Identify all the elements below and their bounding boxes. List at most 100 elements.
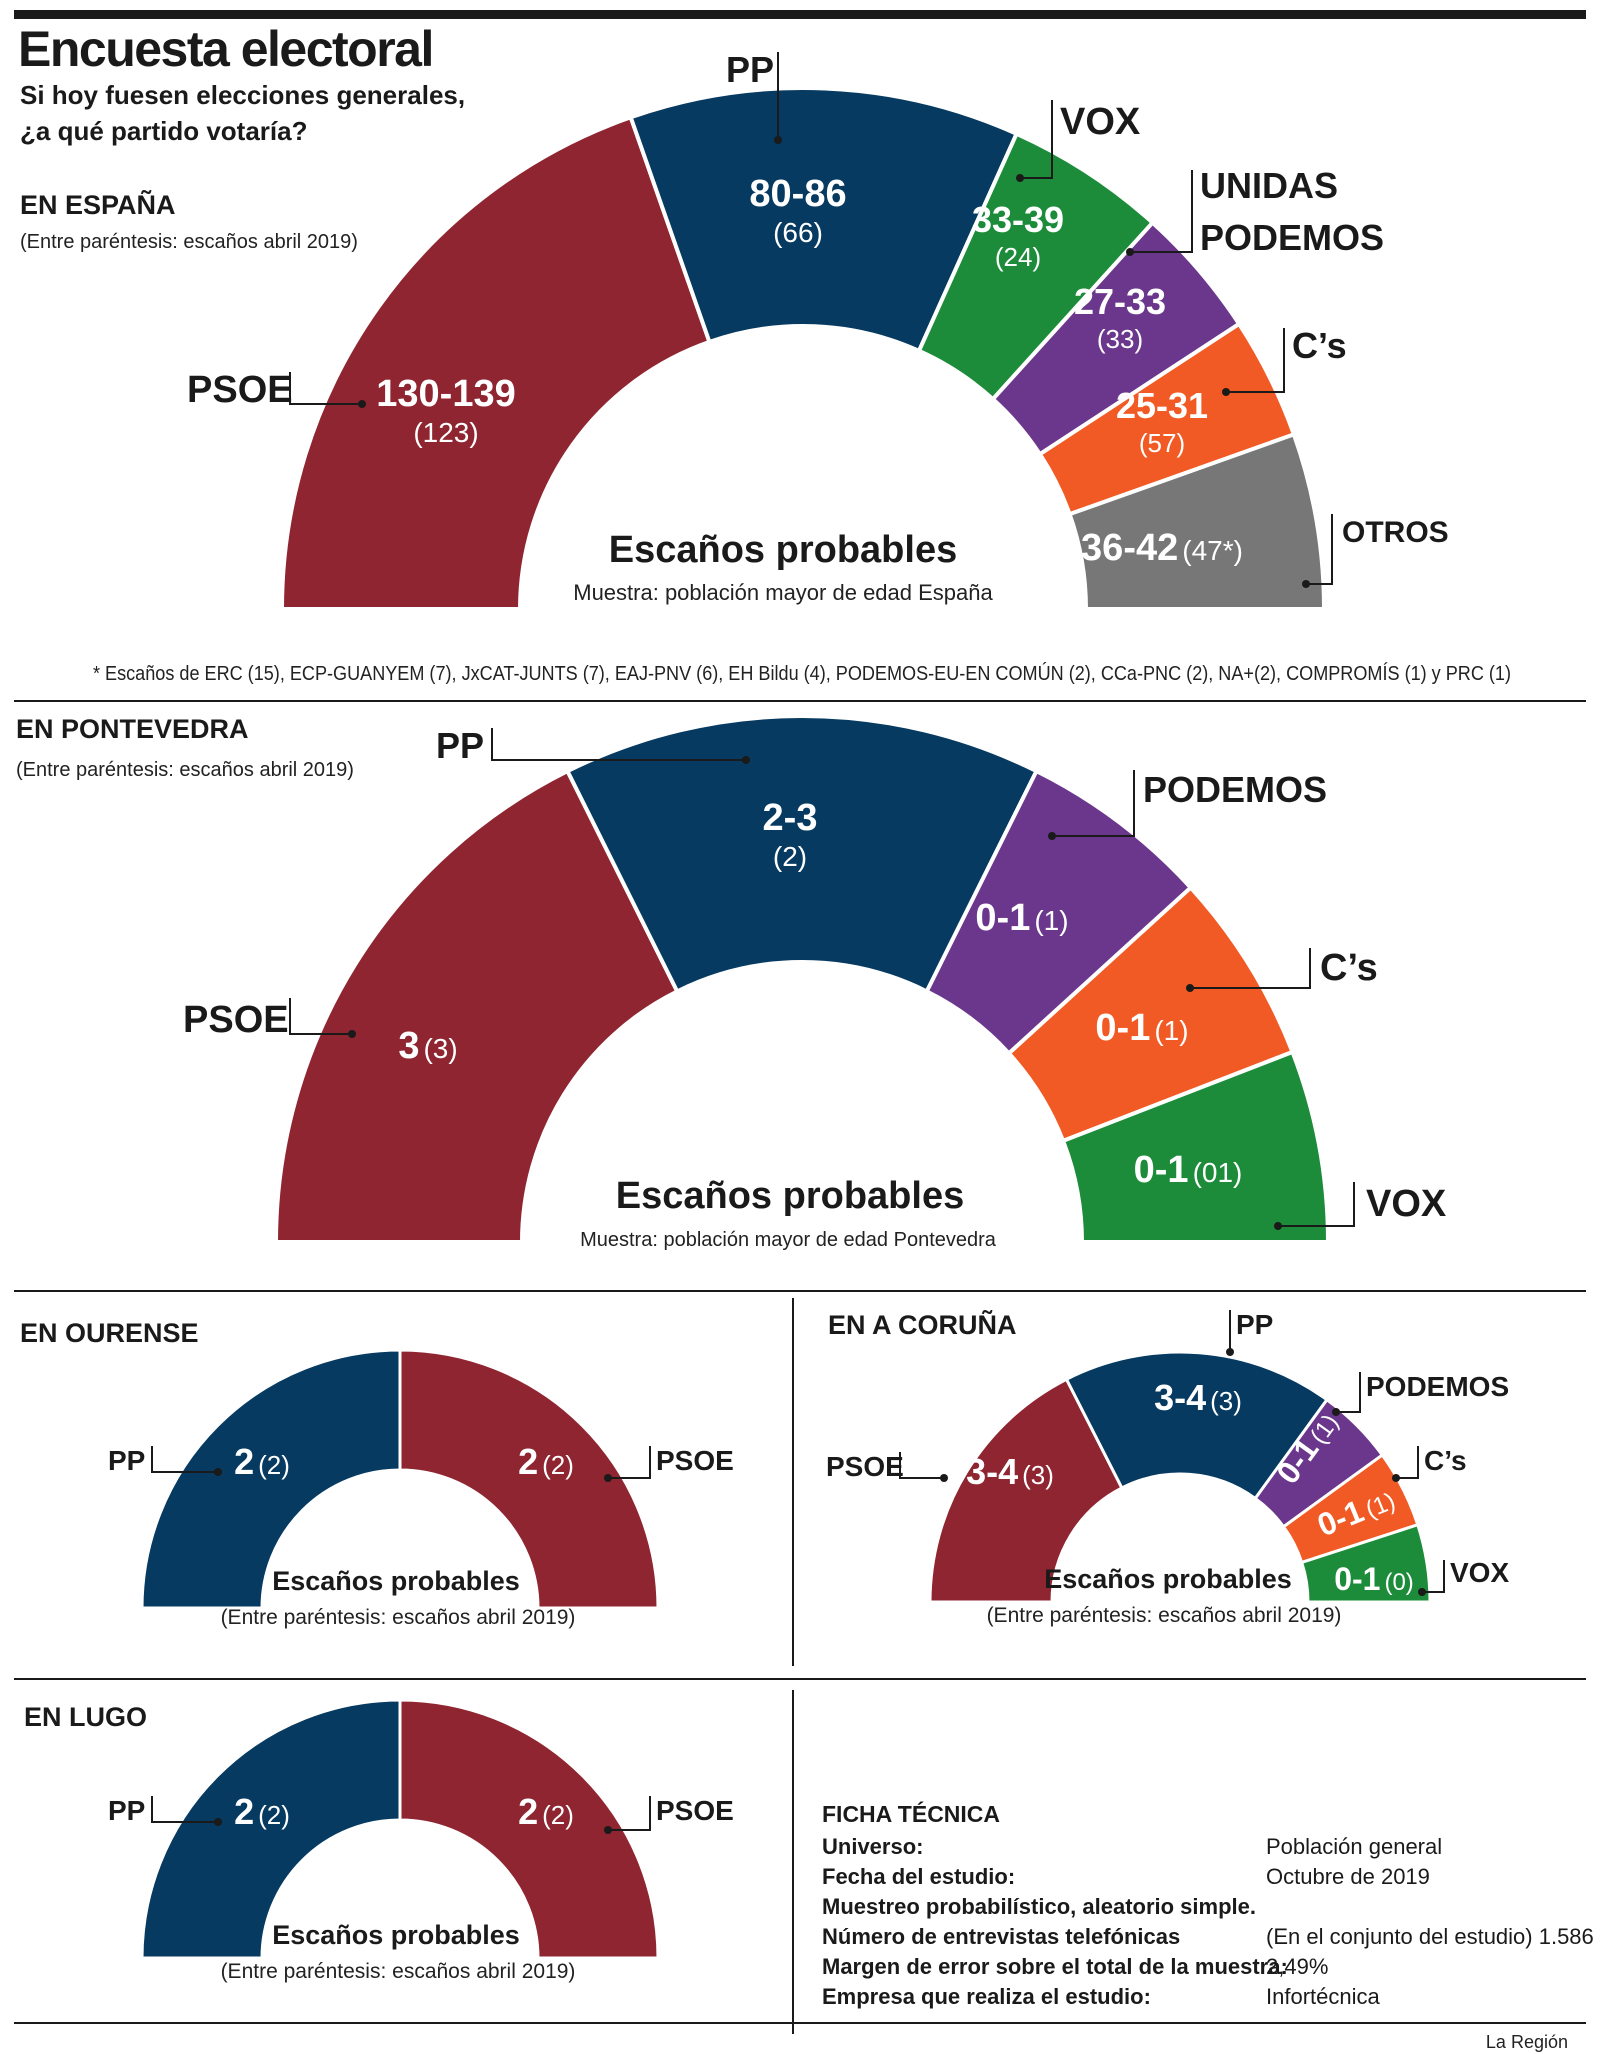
ourense-center-title: Escaños probables <box>272 1566 520 1596</box>
ourense-value-pp: 2 (2) <box>234 1441 290 1482</box>
coruna-value-vox: 0-1 (0) <box>1334 1561 1414 1597</box>
espana-center-title: Escaños probables <box>609 529 957 571</box>
espana-hemicycle-chart: 130-139(123) 80-86(66) 33-39(24) 27-33(33) 2… <box>279 86 1327 611</box>
espana-center-sub: Muestra: población mayor de edad España <box>573 580 993 605</box>
page-subtitle-line1: Si hoy fuesen elecciones generales, <box>20 80 465 110</box>
espana-value-otros: 36-42 (47*) <box>1081 527 1243 569</box>
divider-1 <box>14 700 1586 702</box>
ourense-segment-psoe <box>398 1348 660 1610</box>
espana-segment-pp <box>628 86 1020 354</box>
pontevedra-leader-dot-cs <box>1186 984 1194 992</box>
pontevedra-leader-vox <box>1278 1182 1355 1227</box>
espana-footnote: * Escaños de ERC (15), ECP-GUANYEM (7), … <box>93 662 1511 685</box>
pontevedra-leader-podemos <box>1052 770 1135 837</box>
espana-leader-dot-otros <box>1302 580 1310 588</box>
pontevedra-value-psoe: 3 (3) <box>398 1025 457 1067</box>
coruna-label-vox: VOX <box>1450 1557 1509 1588</box>
pontevedra-segment-psoe <box>273 768 680 1244</box>
coruna-label-psoe: PSOE <box>826 1451 904 1482</box>
ficha-row-key: Fecha del estudio: <box>822 1864 1015 1889</box>
ficha-title: FICHA TÉCNICA <box>822 1800 1000 1827</box>
lugo-center-title: Escaños probables <box>272 1920 520 1950</box>
lugo-leader-pp <box>151 1796 218 1823</box>
espana-previous-pp: (66) <box>773 217 823 248</box>
lugo-label-pp: PP <box>108 1795 145 1826</box>
ourense-leader-dot-pp <box>214 1468 222 1476</box>
coruna-leader-cs <box>1396 1446 1419 1479</box>
espana-value-psoe: 130-139 <box>376 373 515 415</box>
espana-previous-cs: (57) <box>1139 428 1185 458</box>
top-rule <box>14 10 1586 19</box>
espana-value-podemos: 27-33 <box>1074 281 1166 322</box>
pontevedra-segment-pp <box>564 713 1040 995</box>
pontevedra-previous-pp: (2) <box>773 841 807 872</box>
ficha-row-value: 2,49% <box>1266 1954 1328 1979</box>
espana-leader-dot-cs <box>1222 388 1230 396</box>
lugo-segment-psoe <box>398 1698 660 1960</box>
espana-label-vox: VOX <box>1060 101 1141 143</box>
coruna-heading: EN A CORUÑA <box>828 1309 1017 1340</box>
ficha-row-value: Población general <box>1266 1834 1442 1859</box>
ficha-row-key: Universo: <box>822 1834 923 1859</box>
coruna-leader-dot-podemos <box>1332 1408 1340 1416</box>
vertical-divider-1 <box>792 1298 794 1666</box>
coruna-leader-dot-cs <box>1392 1474 1400 1482</box>
espana-label-cs: C’s <box>1292 325 1347 366</box>
lugo-heading: EN LUGO <box>24 1702 147 1732</box>
lugo-value-pp: 2 (2) <box>234 1791 290 1832</box>
pontevedra-segment-vox <box>1060 1049 1331 1244</box>
ourense-value-psoe: 2 (2) <box>518 1441 574 1482</box>
coruna-leader-dot-vox <box>1418 1588 1426 1596</box>
vertical-divider-2 <box>792 1690 794 2034</box>
espana-value-vox: 33-39 <box>972 199 1064 240</box>
pontevedra-heading: EN PONTEVEDRA <box>16 714 249 744</box>
espana-leader-dot-vox <box>1016 174 1024 182</box>
ourense-leader-psoe <box>608 1446 651 1479</box>
coruna-segment-psoe <box>928 1377 1124 1604</box>
pontevedra-leader-psoe <box>289 998 352 1035</box>
espana-label-pp: PP <box>726 49 774 90</box>
espana-note: (Entre paréntesis: escaños abril 2019) <box>20 231 358 253</box>
espana-segment-psoe <box>279 114 712 611</box>
ficha-table: Universo: Población general Fecha del es… <box>822 1834 1594 2009</box>
pontevedra-center-sub: Muestra: población mayor de edad Ponteve… <box>580 1229 997 1251</box>
pontevedra-label-podemos: PODEMOS <box>1143 769 1327 810</box>
pontevedra-leader-dot-podemos <box>1048 832 1056 840</box>
coruna-label-pp: PP <box>1236 1309 1273 1340</box>
pontevedra-leader-pp <box>491 728 746 761</box>
pontevedra-hemicycle-chart: 3 (3) 2-3(2) 0-1 (1) 0-1 (1) 0-1 (01) <box>273 713 1331 1244</box>
espana-label-otros: OTROS <box>1342 516 1449 549</box>
coruna-value-pp: 3-4 (3) <box>1154 1377 1242 1418</box>
pontevedra-value-cs: 0-1 (1) <box>1095 1007 1188 1049</box>
coruna-leader-dot-psoe <box>940 1474 948 1482</box>
coruna-segment-pp <box>1064 1350 1330 1501</box>
espana-value-cs: 25-31 <box>1116 385 1208 426</box>
pontevedra-label-cs: C’s <box>1320 947 1378 989</box>
ficha-row-value: (En el conjunto del estudio) 1.586 <box>1266 1924 1594 1949</box>
ficha-row-value: Infortécnica <box>1266 1984 1380 2009</box>
bottom-rule <box>14 2022 1586 2024</box>
coruna-leader-psoe <box>899 1452 944 1479</box>
lugo-segment-pp <box>140 1698 402 1960</box>
espana-leader-dot-psoe <box>358 400 366 408</box>
coruna-label-cs: C’s <box>1424 1445 1467 1476</box>
divider-3 <box>14 1678 1586 1680</box>
ficha-row-key: Empresa que realiza el estudio: <box>822 1984 1151 2009</box>
pontevedra-label-pp: PP <box>436 725 484 766</box>
ficha-row-key: Número de entrevistas telefónicas <box>822 1924 1180 1949</box>
coruna-leader-vox <box>1422 1560 1445 1593</box>
lugo-label-psoe: PSOE <box>656 1795 734 1826</box>
pontevedra-label-vox: VOX <box>1366 1183 1447 1225</box>
coruna-segment-vox <box>1299 1522 1432 1604</box>
ourense-center-sub: (Entre paréntesis: escaños abril 2019) <box>221 1606 576 1629</box>
espana-leader-vox <box>1020 100 1053 179</box>
page-title: Encuesta electoral <box>18 21 433 77</box>
coruna-center-sub: (Entre paréntesis: escaños abril 2019) <box>987 1604 1342 1627</box>
coruna-center-title: Escaños probables <box>1044 1564 1292 1594</box>
coruna-value-psoe: 3-4 (3) <box>966 1451 1054 1492</box>
lugo-leader-dot-psoe <box>604 1826 612 1834</box>
espana-previous-vox: (24) <box>995 242 1041 272</box>
espana-value-pp: 80-86 <box>749 173 846 215</box>
espana-heading: EN ESPAÑA <box>20 189 176 220</box>
